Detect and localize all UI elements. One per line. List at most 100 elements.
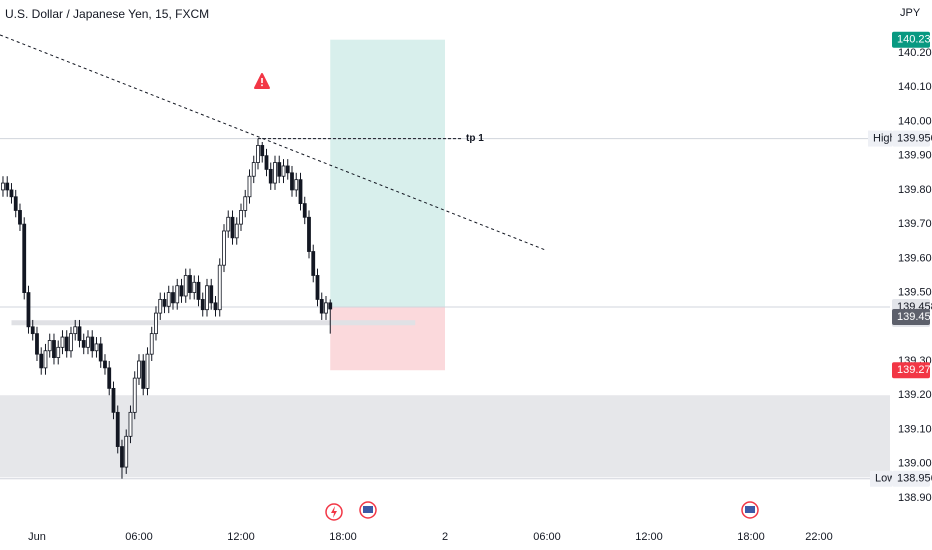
candle-body: [60, 336, 65, 348]
low-name: Low: [875, 473, 895, 485]
candle-body: [171, 292, 175, 304]
currency: JPY: [900, 7, 921, 19]
candle-body: [132, 377, 137, 413]
y-tick-label: 139.200: [898, 389, 932, 401]
candle-body: [315, 275, 320, 300]
candle-body: [247, 175, 252, 198]
candle-body: [39, 353, 44, 369]
candle-body: [154, 312, 158, 335]
stop-tag-bg: [892, 362, 930, 379]
candle-body: [179, 285, 184, 297]
x-tick-label: 06:00: [533, 531, 561, 543]
candle-body: [302, 203, 307, 218]
trendline: [0, 34, 546, 251]
candle-body: [290, 172, 294, 191]
y-tick-label: 139.600: [898, 252, 932, 264]
x-tick-label: Jun: [28, 531, 46, 543]
candle-body: [94, 343, 99, 352]
y-tick-label: 138.900: [898, 492, 932, 504]
candle-body: [264, 155, 269, 170]
x-tick-label: 12:00: [227, 531, 255, 543]
high-name: High: [873, 132, 896, 144]
candle-body: [311, 251, 316, 276]
candle-body: [90, 336, 95, 352]
x-tick-label: 12:00: [635, 531, 663, 543]
candle-body: [230, 216, 235, 239]
candle-body: [260, 145, 265, 157]
candle-body: [277, 162, 282, 177]
candle-body: [124, 435, 129, 468]
candle-body: [251, 162, 256, 177]
candle-body: [205, 285, 209, 311]
y-tick-label: 140.200: [898, 47, 932, 59]
candle-body: [294, 179, 299, 191]
candle-body: [319, 299, 324, 314]
candle-body: [243, 196, 248, 211]
candle-body: [192, 281, 197, 293]
tp-label: tp 1: [466, 133, 484, 144]
candle-body: [18, 210, 22, 225]
candle-body: [115, 411, 120, 447]
stop-tag: 139.273: [897, 364, 932, 376]
candle-body: [5, 182, 10, 191]
candle-body: [145, 353, 150, 389]
candle-body: [298, 179, 303, 205]
candle-body: [188, 275, 192, 293]
candle-body: [64, 336, 69, 352]
target-tag: 140.239: [897, 34, 932, 46]
candle-body: [9, 189, 14, 198]
candle-body: [234, 223, 239, 239]
x-tick-label: 06:00: [125, 531, 153, 543]
candle-body: [98, 343, 103, 362]
candle-body: [162, 299, 167, 307]
candle-body: [307, 216, 311, 252]
high-name-bg: [868, 130, 892, 147]
x-tick-label: 18:00: [737, 531, 765, 543]
y-tick-label: 139.100: [898, 423, 932, 435]
y-tick-label: 140.000: [898, 115, 932, 127]
y-tick-label: 140.100: [898, 81, 932, 93]
candle-body: [285, 165, 290, 174]
low-tag-bg: [892, 470, 930, 487]
candle-body: [273, 162, 277, 184]
candle-body: [217, 264, 222, 311]
candle-body: [128, 411, 133, 437]
zone: [0, 395, 890, 478]
candle-body: [43, 350, 48, 369]
low-name-bg: [870, 470, 892, 487]
y-tick-label: 139.800: [898, 184, 932, 196]
candle-body: [73, 326, 78, 335]
target-tag-bg: [892, 31, 930, 48]
candle-body: [107, 367, 112, 389]
candle-body: [328, 302, 333, 310]
x-tick-label: 22:00: [805, 531, 833, 543]
warning-icon: [254, 73, 270, 89]
candle-body: [13, 196, 18, 211]
candle-body: [30, 326, 35, 335]
candle-body: [120, 446, 124, 468]
y-tick-label: 139.500: [898, 286, 932, 298]
candle-body: [26, 292, 31, 328]
candle-body: [158, 299, 163, 314]
profit-area: [330, 39, 445, 307]
candle-body: [200, 299, 205, 311]
candle-body: [281, 165, 286, 177]
chart-title: U.S. Dollar / Japanese Yen, 15, FXCM: [5, 7, 209, 21]
last-price-tag-bg: [892, 309, 930, 325]
candle-body: [166, 292, 171, 307]
candle-body: [56, 346, 61, 358]
candle-body: [183, 275, 188, 297]
candle-body: [69, 333, 73, 352]
candle-body: [137, 360, 141, 379]
candle-body: [1, 182, 5, 191]
y-tick-label: 139.900: [898, 150, 932, 162]
candle-body: [222, 230, 226, 266]
candle-body: [141, 360, 146, 389]
y-tick-label: 139.700: [898, 218, 932, 230]
candle-body: [268, 168, 273, 184]
candle-body: [324, 302, 328, 314]
candle-body: [81, 340, 86, 348]
candle-body: [226, 216, 231, 232]
candle-body: [47, 340, 52, 352]
